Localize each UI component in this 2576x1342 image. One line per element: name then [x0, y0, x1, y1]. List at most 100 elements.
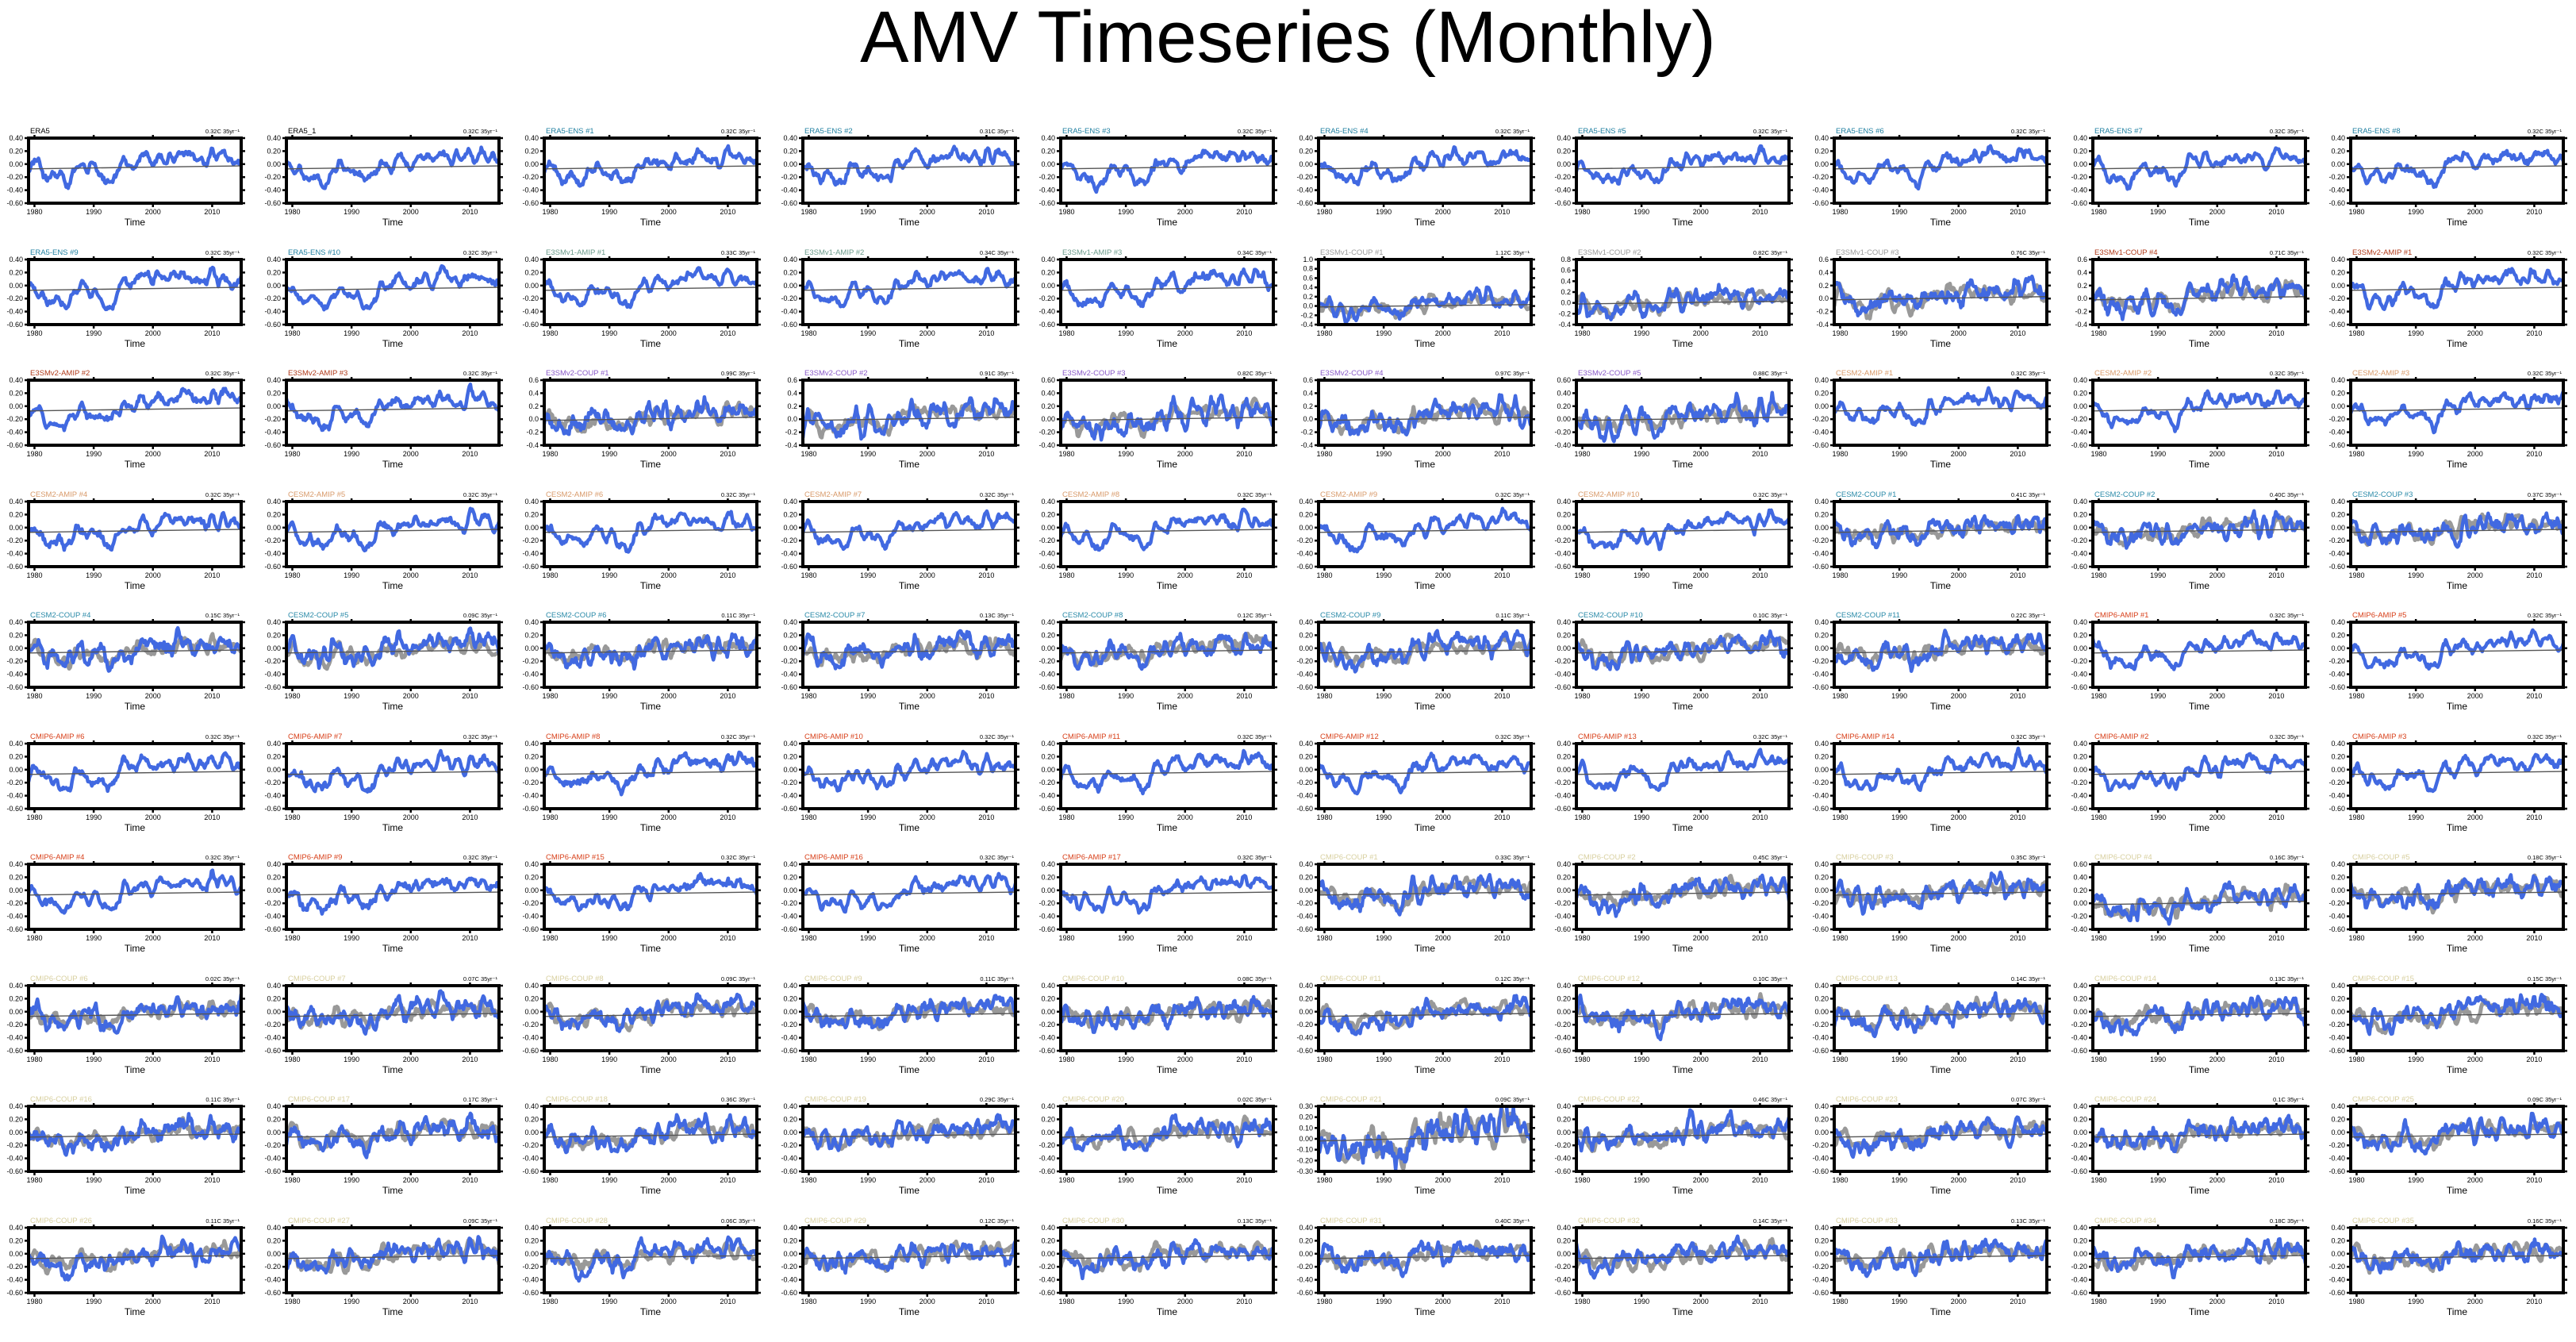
y-tick-label: 0.00 [1041, 1129, 1055, 1136]
trend-annotation: 0.32C 35yr⁻¹ [1495, 733, 1530, 740]
y-tick-label: 0.20 [1299, 631, 1313, 639]
y-tick-label: -0.40 [6, 307, 23, 315]
x-axis-label: Time [2188, 1185, 2209, 1196]
y-tick-label: 0.40 [9, 740, 23, 748]
x-tick-label: 1990 [2150, 450, 2166, 458]
y-tick-label: -0.60 [2328, 1047, 2345, 1055]
plot-area [29, 1234, 241, 1282]
y-tick-label: -0.40 [2328, 671, 2345, 679]
model-series-line [1319, 629, 1531, 674]
x-tick-label: 1990 [601, 450, 617, 458]
model-series-line [2350, 390, 2563, 435]
trend-line [286, 770, 500, 775]
plot-area [1060, 148, 1273, 194]
x-tick-label: 1990 [344, 329, 359, 337]
y-tick-label: 0.20 [783, 268, 797, 276]
model-series-line [1576, 282, 1790, 321]
panel-svg: 1980 1990 2000 20100.400.200.00-0.20-0.40-0… [1813, 975, 2052, 1075]
x-tick-label: 1980 [1833, 208, 1849, 216]
x-tick-label: 2000 [403, 813, 419, 821]
x-tick-label: 2010 [2010, 1056, 2026, 1063]
plot-area [286, 383, 500, 433]
panel-svg: 1980 1990 2000 20100.400.200.00-0.20-0.40-0… [1813, 853, 2052, 954]
panel-title: E3SMv2-COUP #4 [1320, 369, 1384, 378]
amv-panel: 1980 1990 2000 2010 0.40 0.20 0.00 -0.20 -0.40 -0… [1029, 1216, 1284, 1317]
plot-area [1319, 1239, 1531, 1279]
y-tick-label: 0.40 [2073, 740, 2087, 748]
x-tick-label: 1990 [1118, 208, 1134, 216]
x-tick-label: 2010 [1236, 1298, 1252, 1305]
y-tick-label: -0.60 [523, 1047, 539, 1055]
y-tick-label: -0.60 [1038, 1047, 1055, 1055]
y-tick-label: 0.40 [1557, 134, 1572, 142]
panel-title: CMIP6-COUP #13 [1836, 975, 1898, 983]
x-tick-label: 2000 [403, 329, 419, 337]
y-tick-label: 0.40 [1299, 134, 1313, 142]
x-tick-label: 1990 [601, 934, 617, 942]
x-tick-label: 2000 [919, 208, 935, 216]
y-tick-label: -0.60 [1038, 199, 1055, 207]
y-tick-label: 0.20 [2331, 510, 2345, 518]
plot-area [1576, 282, 1790, 321]
x-tick-label: 1980 [285, 1176, 301, 1184]
y-tick-label: 0.20 [267, 631, 282, 639]
panel-svg: 1980 1990 2000 20100.400.200.00-0.20-0.40-0… [1555, 490, 1794, 591]
y-tick-label: 0.40 [525, 498, 539, 506]
x-tick-label: 2010 [2010, 571, 2026, 579]
model-series-line [1060, 267, 1273, 308]
x-tick-label: 1980 [543, 1056, 559, 1063]
y-tick-label: 0.40 [1041, 1224, 1055, 1232]
x-tick-label: 2010 [463, 934, 478, 942]
x-tick-label: 2000 [1951, 208, 1967, 216]
panel-svg: 1980 1990 2000 20100.400.200.00-0.20-0.40-0… [6, 490, 245, 591]
y-tick-label: 0.00 [1299, 886, 1313, 894]
y-tick-label: -0.60 [6, 925, 23, 933]
panel-svg: 1980 1990 2000 20100.400.200.00-0.20-0.40-0… [1813, 490, 2052, 591]
y-tick-label: 0.40 [9, 256, 23, 263]
y-tick-label: -0.20 [1038, 657, 1055, 665]
x-tick-label: 2000 [661, 450, 677, 458]
x-tick-label: 1980 [1058, 450, 1074, 458]
panel-frame [285, 1105, 501, 1173]
y-tick-label: -0.60 [1555, 563, 1572, 571]
panel-frame [1575, 621, 1791, 689]
model-series-line [29, 1112, 241, 1157]
x-tick-label: 1990 [86, 571, 102, 579]
plot-area [802, 1113, 1015, 1152]
trend-line [544, 891, 758, 896]
panel-svg: 1980 1990 2000 20100.400.200.00-0.20-0.40-0… [2071, 611, 2309, 712]
trend-annotation: 0.14C 35yr⁻¹ [1753, 1217, 1788, 1225]
x-tick-label: 1990 [86, 1298, 102, 1305]
y-tick-label: 0.20 [1815, 510, 1829, 518]
y-tick-label: 0.2 [1819, 281, 1829, 289]
x-axis-label: Time [1157, 701, 1178, 712]
x-tick-label: 1990 [2408, 571, 2424, 579]
panel-frame [1833, 983, 2049, 1052]
y-tick-label: 0.40 [267, 618, 282, 626]
trend-line [544, 1254, 758, 1259]
panel-frame [1575, 499, 1791, 568]
x-axis-label: Time [898, 338, 919, 349]
x-tick-label: 2000 [1693, 1176, 1709, 1184]
y-tick-label: -0.40 [6, 549, 23, 557]
panel-title: CMIP6-AMIP #9 [288, 853, 342, 862]
y-tick-label: -0.20 [265, 173, 282, 181]
plot-area [802, 1239, 1015, 1275]
x-axis-label: Time [125, 1185, 146, 1196]
trend-annotation: 0.11C 35yr⁻¹ [205, 1217, 240, 1225]
panel-title: CMIP6-COUP #9 [804, 975, 862, 983]
x-tick-label: 1990 [1118, 1298, 1134, 1305]
panel-title: CMIP6-AMIP #7 [288, 733, 342, 741]
x-tick-label: 2010 [204, 450, 220, 458]
y-tick-label: -0.20 [523, 899, 539, 907]
x-tick-label: 1980 [2348, 1056, 2364, 1063]
y-tick-label: 0.6 [529, 376, 539, 384]
plot-area [1576, 991, 1790, 1041]
x-tick-label: 1980 [800, 571, 816, 579]
x-axis-label: Time [125, 459, 146, 470]
y-tick-label: 0.00 [783, 1249, 797, 1257]
model-series-line [1319, 751, 1531, 795]
plot-area [1319, 145, 1531, 186]
x-tick-label: 1980 [1575, 329, 1591, 337]
model-series-line [1060, 994, 1273, 1034]
